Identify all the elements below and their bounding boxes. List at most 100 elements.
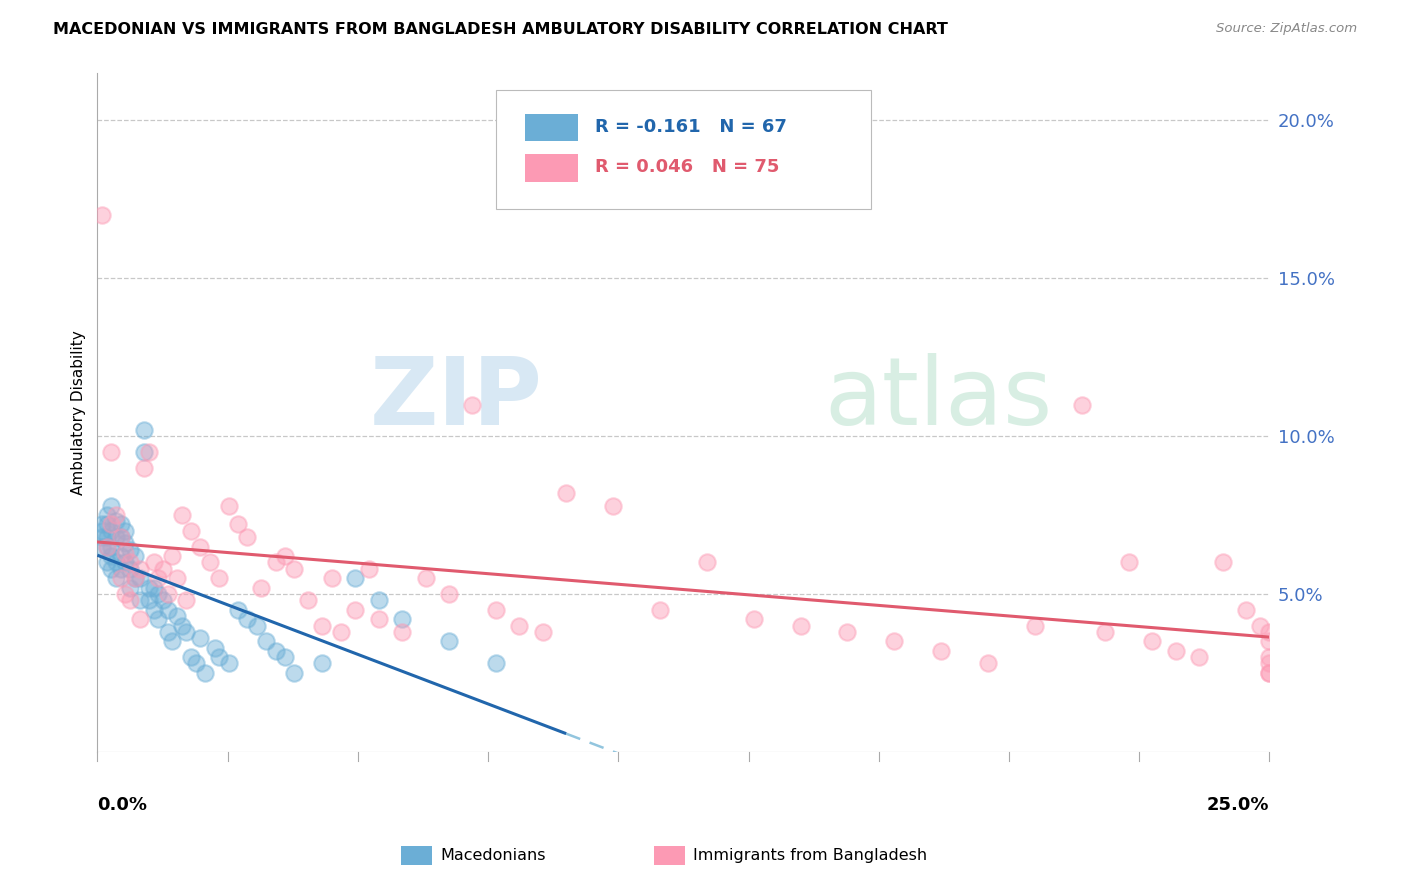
Point [110, 562, 132, 576]
Point [91, 540, 114, 554]
Point [1258, 650, 1281, 665]
Point [91, 517, 114, 532]
Point [648, 603, 671, 617]
Point [138, 581, 160, 595]
Point [105, 508, 128, 522]
Point [1212, 555, 1234, 569]
Point [148, 612, 170, 626]
Point [883, 634, 905, 648]
Point [208, 571, 231, 585]
Point [1188, 650, 1211, 665]
Point [96, 540, 118, 554]
Point [156, 603, 179, 617]
Point [152, 593, 174, 607]
Point [91, 524, 114, 538]
Point [156, 587, 179, 601]
Point [344, 571, 367, 585]
Point [156, 624, 179, 639]
Point [96, 508, 118, 522]
Point [96, 555, 118, 569]
Point [311, 657, 333, 671]
Point [789, 618, 811, 632]
Point [100, 524, 122, 538]
Point [531, 624, 554, 639]
Point [180, 524, 202, 538]
Point [166, 609, 188, 624]
Point [367, 593, 389, 607]
Point [162, 549, 184, 563]
Point [142, 603, 165, 617]
Point [105, 555, 128, 569]
Point [120, 562, 142, 576]
Point [190, 540, 212, 554]
Point [128, 612, 150, 626]
Point [170, 508, 193, 522]
Point [120, 555, 142, 569]
Point [100, 499, 122, 513]
Point [264, 555, 287, 569]
Point [166, 571, 188, 585]
Point [1024, 618, 1046, 632]
Point [208, 650, 231, 665]
Point [114, 555, 136, 569]
Point [100, 517, 122, 532]
Point [264, 644, 287, 658]
Point [437, 634, 460, 648]
Text: ZIP: ZIP [370, 353, 543, 445]
Point [485, 657, 508, 671]
Point [1118, 555, 1140, 569]
Point [100, 445, 122, 459]
Point [837, 624, 859, 639]
Point [120, 581, 142, 595]
Point [176, 624, 198, 639]
Point [1249, 618, 1271, 632]
Point [114, 587, 136, 601]
Text: R = -0.161   N = 67: R = -0.161 N = 67 [596, 118, 787, 136]
Point [508, 618, 530, 632]
Point [110, 530, 132, 544]
Point [114, 536, 136, 550]
FancyBboxPatch shape [526, 154, 578, 182]
Point [696, 555, 718, 569]
Point [198, 555, 221, 569]
Point [274, 650, 297, 665]
Point [162, 634, 184, 648]
Point [110, 549, 132, 563]
Point [134, 445, 156, 459]
Point [152, 562, 174, 576]
Point [96, 517, 118, 532]
Point [128, 571, 150, 585]
Point [283, 562, 305, 576]
Point [96, 530, 118, 544]
Point [124, 571, 146, 585]
Point [1258, 665, 1281, 680]
Point [226, 603, 249, 617]
Point [218, 657, 240, 671]
Point [391, 624, 413, 639]
Point [1164, 644, 1187, 658]
Y-axis label: Ambulatory Disability: Ambulatory Disability [72, 330, 86, 495]
Point [977, 657, 1000, 671]
Point [246, 618, 269, 632]
Point [311, 618, 333, 632]
Text: Macedonians: Macedonians [440, 848, 546, 863]
Point [184, 657, 207, 671]
Point [114, 524, 136, 538]
Point [100, 562, 122, 576]
Point [100, 540, 122, 554]
Point [218, 499, 240, 513]
Point [236, 530, 259, 544]
Point [148, 571, 170, 585]
Point [176, 593, 198, 607]
Point [1258, 634, 1281, 648]
Point [105, 514, 128, 528]
Point [128, 593, 150, 607]
Point [330, 624, 353, 639]
Point [254, 634, 277, 648]
Point [180, 650, 202, 665]
Point [274, 549, 297, 563]
Point [110, 530, 132, 544]
Point [485, 603, 508, 617]
Text: atlas: atlas [824, 353, 1052, 445]
Point [321, 571, 343, 585]
